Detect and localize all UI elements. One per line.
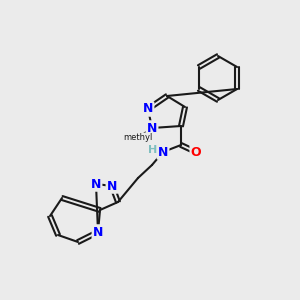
Text: O: O — [191, 146, 201, 158]
Text: N: N — [147, 122, 157, 134]
Text: N: N — [91, 178, 101, 190]
Text: H: H — [148, 145, 158, 155]
Text: N: N — [107, 179, 117, 193]
Text: N: N — [158, 146, 168, 158]
Text: N: N — [93, 226, 103, 238]
Text: methyl: methyl — [123, 134, 153, 142]
Text: N: N — [143, 103, 153, 116]
